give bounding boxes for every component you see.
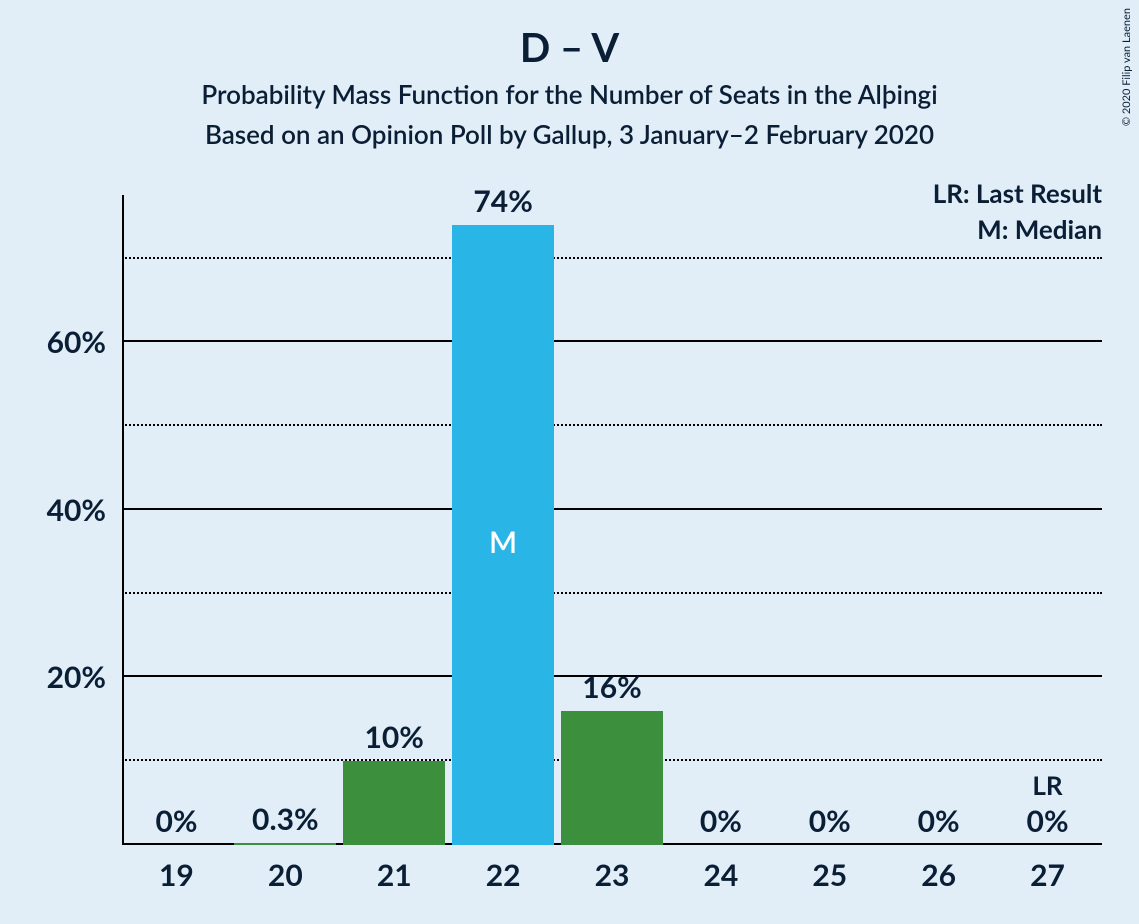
x-tick-label: 22 <box>486 845 521 893</box>
bar-value-label: 74% <box>473 183 532 225</box>
bar-value-label: 0% <box>1027 803 1069 845</box>
x-tick-label: 26 <box>921 845 956 893</box>
bar-value-label: 0% <box>155 803 197 845</box>
gridline-minor <box>122 257 1102 259</box>
gridline-minor <box>122 592 1102 594</box>
legend-median: M: Median <box>977 213 1102 245</box>
x-tick-label: 27 <box>1030 845 1065 893</box>
copyright-text: © 2020 Filip van Laenen <box>1120 8 1133 126</box>
y-tick-label: 60% <box>47 324 122 360</box>
x-tick-label: 23 <box>595 845 630 893</box>
bar-value-label: 16% <box>582 669 641 711</box>
median-marker: M <box>489 524 517 560</box>
y-tick-label: 20% <box>47 659 122 695</box>
bar-value-label: 0% <box>918 803 960 845</box>
bar-value-label: 0% <box>700 803 742 845</box>
last-result-marker: LR <box>1032 769 1062 801</box>
gridline-major <box>122 340 1102 342</box>
x-tick-label: 19 <box>159 845 194 893</box>
x-tick-label: 21 <box>377 845 412 893</box>
y-tick-label: 40% <box>47 492 122 528</box>
bar-value-label: 10% <box>365 719 424 761</box>
gridline-major <box>122 508 1102 510</box>
x-tick-label: 20 <box>268 845 303 893</box>
bar-value-label: 0.3% <box>252 801 319 843</box>
plot-area: 20%40%60%190%200.3%2110%2274%M2316%240%2… <box>122 195 1102 845</box>
chart-title: D – V <box>0 23 1139 71</box>
legend-lr: LR: Last Result <box>933 177 1102 209</box>
chart-subtitle-2: Based on an Opinion Poll by Gallup, 3 Ja… <box>0 118 1139 150</box>
bar: 0.3% <box>234 843 336 846</box>
bar: 16% <box>561 711 663 845</box>
chart-subtitle-1: Probability Mass Function for the Number… <box>0 78 1139 110</box>
gridline-minor <box>122 424 1102 426</box>
x-tick-label: 24 <box>703 845 738 893</box>
bar: 74%M <box>452 225 554 845</box>
x-tick-label: 25 <box>812 845 847 893</box>
bar-value-label: 0% <box>809 803 851 845</box>
bar: 10% <box>343 761 445 845</box>
